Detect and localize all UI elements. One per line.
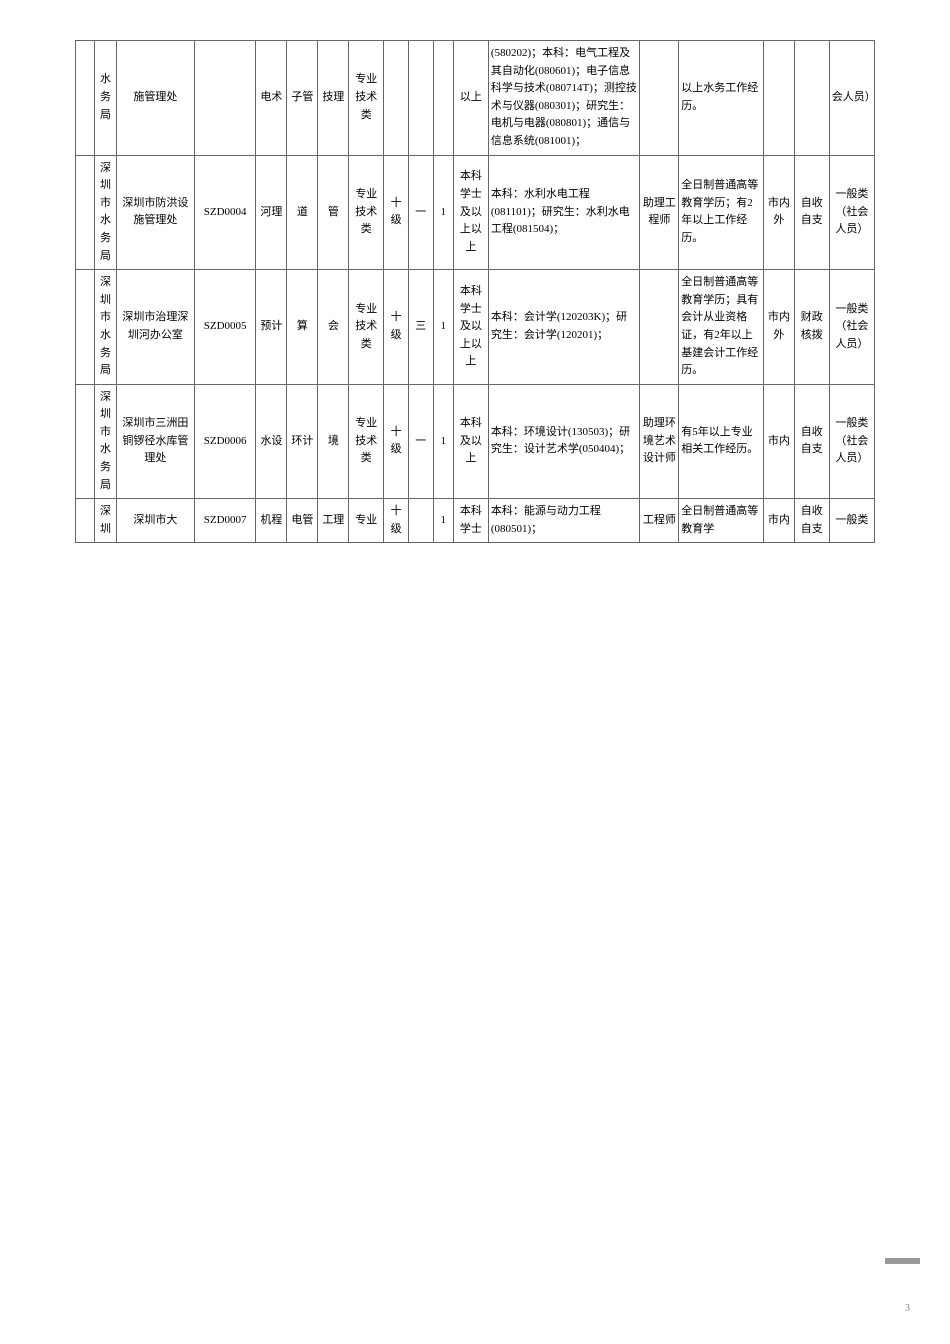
cell-type: 专业 [349,499,384,543]
cell-grade [408,499,433,543]
cell-dept: 深圳 [95,499,117,543]
cell-fund [794,41,829,156]
cell-office: 深圳市三洲田铜锣径水库管理处 [116,384,194,499]
cell-cat2: 道 [287,155,318,270]
cell-req: 全日制普通高等教育学历；具有会计从业资格证，有2年以上基建会计工作经历。 [679,270,764,385]
recruitment-table: 水务局 施管理处 电术 子管 技理 专业技术类 以上 (580202)；本科：电… [75,40,875,543]
page-mark [885,1258,920,1264]
cell-office: 深圳市防洪设施管理处 [116,155,194,270]
cell-count [433,41,453,156]
cell-fund: 自收自支 [794,499,829,543]
cell-level [384,41,409,156]
cell-exam: 市内 [763,384,794,499]
cell-cat2: 电管 [287,499,318,543]
cell-blank1 [76,499,95,543]
cell-office: 深圳市大 [116,499,194,543]
table-row: 深圳市水务局 深圳市防洪设施管理处 SZD0004 河理 道 管 专业技术类 十… [76,155,875,270]
cell-office: 深圳市治理深圳河办公室 [116,270,194,385]
cell-cat3: 境 [318,384,349,499]
cell-level: 十级 [384,270,409,385]
cell-edu: 本科学士 [453,499,488,543]
table-row: 水务局 施管理处 电术 子管 技理 专业技术类 以上 (580202)；本科：电… [76,41,875,156]
cell-cat3: 工理 [318,499,349,543]
cell-category: 一般类 [829,499,874,543]
cell-blank1 [76,270,95,385]
cell-count: 1 [433,155,453,270]
cell-count: 1 [433,270,453,385]
cell-major: 本科：能源与动力工程(080501)； [488,499,640,543]
cell-exam: 市内外 [763,155,794,270]
cell-category: 会人员） [829,41,874,156]
cell-title: 助理环境艺术设计师 [640,384,679,499]
cell-cat1: 预计 [256,270,287,385]
cell-code: SZD0007 [195,499,256,543]
cell-dept: 深圳市水务局 [95,270,117,385]
cell-cat1: 机程 [256,499,287,543]
table-row: 深圳市水务局 深圳市三洲田铜锣径水库管理处 SZD0006 水设 环计 境 专业… [76,384,875,499]
cell-cat1: 电术 [256,41,287,156]
cell-blank1 [76,155,95,270]
cell-grade: 一 [408,155,433,270]
cell-blank1 [76,384,95,499]
cell-type: 专业技术类 [349,41,384,156]
cell-exam: 市内外 [763,270,794,385]
cell-edu: 本科学士及以上以上 [453,270,488,385]
cell-cat3: 会 [318,270,349,385]
table-row: 深圳市水务局 深圳市治理深圳河办公室 SZD0005 预计 算 会 专业技术类 … [76,270,875,385]
cell-grade: 三 [408,270,433,385]
cell-cat1: 河理 [256,155,287,270]
cell-title [640,41,679,156]
cell-code [195,41,256,156]
cell-cat2: 子管 [287,41,318,156]
cell-cat2: 环计 [287,384,318,499]
cell-cat3: 管 [318,155,349,270]
cell-code: SZD0004 [195,155,256,270]
cell-grade [408,41,433,156]
cell-fund: 自收自支 [794,155,829,270]
cell-type: 专业技术类 [349,270,384,385]
cell-dept: 水务局 [95,41,117,156]
cell-category: 一般类（社会人员） [829,384,874,499]
cell-edu: 本科学士及以上以上 [453,155,488,270]
cell-grade: 一 [408,384,433,499]
cell-major: (580202)；本科：电气工程及其自动化(080601)；电子信息科学与技术(… [488,41,640,156]
cell-count: 1 [433,499,453,543]
cell-type: 专业技术类 [349,384,384,499]
cell-title [640,270,679,385]
cell-fund: 自收自支 [794,384,829,499]
cell-dept: 深圳市水务局 [95,155,117,270]
cell-count: 1 [433,384,453,499]
cell-level: 十级 [384,155,409,270]
cell-edu: 本科及以上 [453,384,488,499]
cell-cat3: 技理 [318,41,349,156]
cell-req: 以上水务工作经历。 [679,41,764,156]
cell-code: SZD0005 [195,270,256,385]
cell-category: 一般类（社会人员） [829,155,874,270]
cell-title: 工程师 [640,499,679,543]
cell-level: 十级 [384,384,409,499]
cell-type: 专业技术类 [349,155,384,270]
cell-edu: 以上 [453,41,488,156]
cell-title: 助理工程师 [640,155,679,270]
cell-code: SZD0006 [195,384,256,499]
cell-major: 本科：环境设计(130503)；研究生：设计艺术学(050404)； [488,384,640,499]
table-row: 深圳 深圳市大 SZD0007 机程 电管 工理 专业 十级 1 本科学士 本科… [76,499,875,543]
cell-cat1: 水设 [256,384,287,499]
cell-category: 一般类（社会人员） [829,270,874,385]
cell-blank1 [76,41,95,156]
cell-exam [763,41,794,156]
page-number: 3 [905,1303,910,1314]
cell-major: 本科：会计学(120203K)；研究生：会计学(120201)； [488,270,640,385]
cell-req: 全日制普通高等教育学历；有2年以上工作经历。 [679,155,764,270]
cell-exam: 市内 [763,499,794,543]
cell-major: 本科：水利水电工程(081101)；研究生：水利水电工程(081504)； [488,155,640,270]
cell-level: 十级 [384,499,409,543]
cell-office: 施管理处 [116,41,194,156]
cell-req: 全日制普通高等教育学 [679,499,764,543]
cell-fund: 财政核拨 [794,270,829,385]
cell-cat2: 算 [287,270,318,385]
cell-req: 有5年以上专业相关工作经历。 [679,384,764,499]
cell-dept: 深圳市水务局 [95,384,117,499]
